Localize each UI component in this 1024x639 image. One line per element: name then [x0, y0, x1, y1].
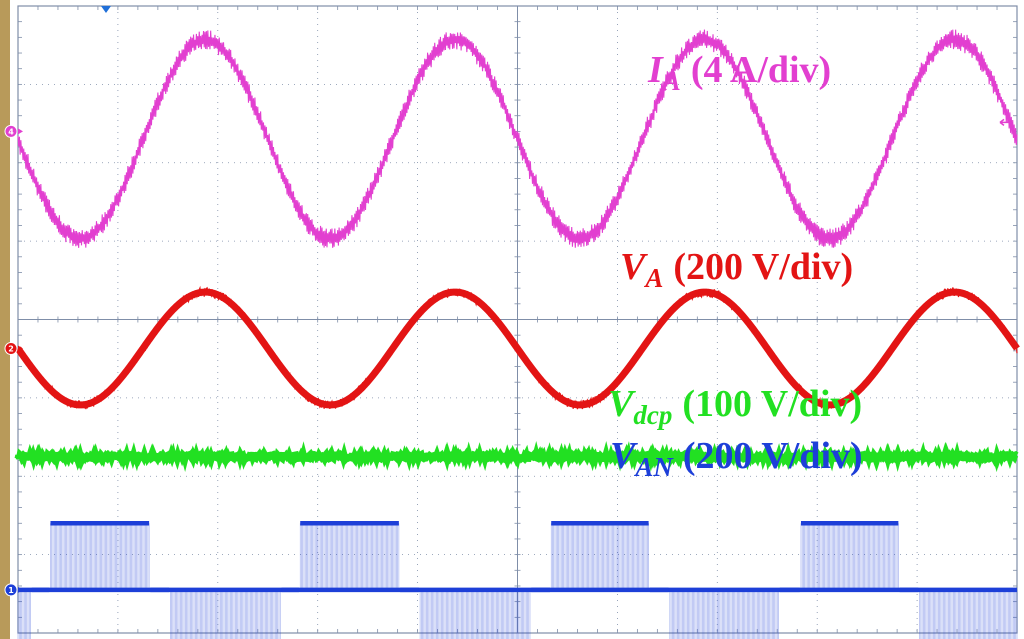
channel-marker-dot — [4, 341, 18, 355]
channel-marker-arrow-icon — [18, 128, 23, 135]
channel-marker-arrow-icon — [18, 586, 23, 593]
waveform-traces — [14, 29, 1020, 639]
series-label-van-scale: (200 V/div) — [683, 435, 863, 477]
trace-line — [17, 29, 1018, 248]
series-label-van-sub: AN — [633, 452, 674, 482]
series-trace-van — [17, 521, 1018, 639]
offscreen-arrow-icon — [999, 118, 1012, 126]
series-label-ia-sub: A — [661, 66, 681, 96]
channel-marker-number: 1 — [8, 586, 14, 595]
series-label-van: VAN (200 V/div) — [610, 435, 863, 482]
trigger-marker-icon — [101, 6, 111, 13]
series-label-ia: IA (4 A/div) — [647, 49, 831, 96]
series-label-va-main: V — [620, 246, 648, 288]
series-trace-ia — [17, 29, 1018, 248]
channel-marker-number: 2 — [8, 344, 14, 353]
channel-marker-1: 1 — [4, 583, 23, 597]
trace-noise — [17, 285, 1018, 410]
series-label-van-main: V — [610, 435, 638, 477]
series-label-ia-scale: (4 A/div) — [691, 49, 831, 91]
series-label-vdcp-sub: dcp — [633, 400, 672, 430]
trace-level — [31, 587, 919, 593]
left-frame-bar — [0, 0, 10, 639]
graticule — [17, 5, 1018, 634]
series-label-va-scale: (200 V/div) — [673, 246, 853, 288]
channel-markers: 4 2 1 — [4, 118, 1012, 597]
trace-line — [14, 441, 1019, 473]
series-label-vdcp-main: V — [608, 383, 636, 425]
trace-switching — [17, 523, 1018, 639]
channel-marker-arrow-icon — [18, 345, 23, 352]
channel-marker-2: 2 — [4, 341, 23, 355]
series-label-va: VA (200 V/div) — [620, 246, 853, 293]
series-label-va-sub: A — [643, 263, 663, 293]
series-trace-vdcp — [14, 441, 1019, 473]
series-trace-va — [15, 285, 1020, 410]
channel-marker-4: 4 — [4, 118, 1012, 138]
series-label-vdcp: Vdcp (100 V/div) — [608, 383, 862, 430]
series-label-ia-main: I — [647, 49, 664, 91]
channel-marker-dot — [4, 124, 18, 138]
channel-marker-number: 4 — [8, 127, 14, 136]
channel-marker-dot — [4, 583, 18, 597]
series-label-vdcp-scale: (100 V/div) — [682, 383, 862, 425]
